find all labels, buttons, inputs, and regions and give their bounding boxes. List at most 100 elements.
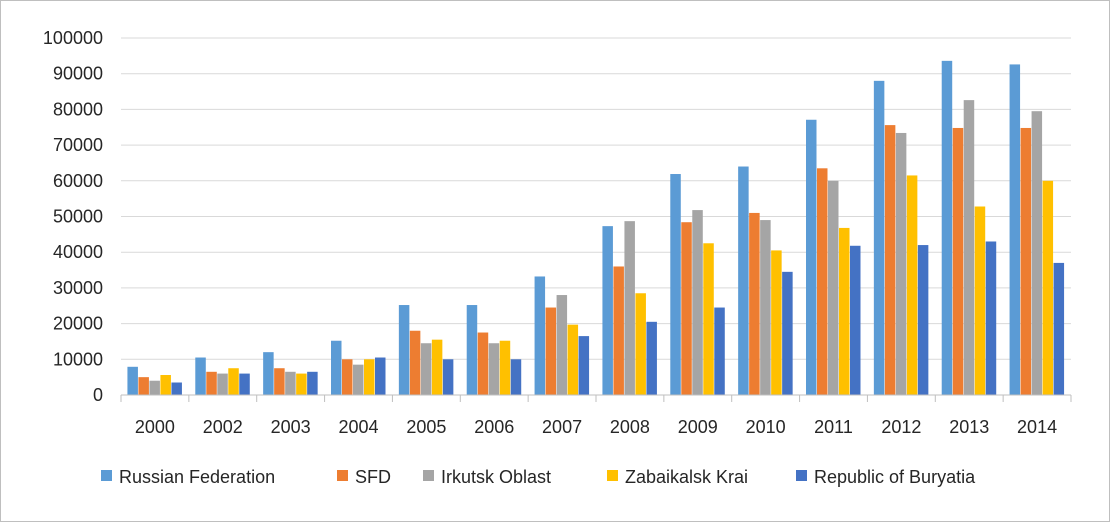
bar (510, 359, 522, 395)
bar (635, 293, 646, 395)
y-tick-label: 70000 (53, 135, 103, 155)
bar (285, 371, 296, 395)
x-tick-label: 2007 (542, 417, 582, 437)
bar (206, 371, 217, 395)
bar (624, 221, 635, 395)
x-tick-label: 2002 (203, 417, 243, 437)
x-tick-label: 2004 (338, 417, 378, 437)
x-tick-label: 2005 (406, 417, 446, 437)
bar (160, 375, 171, 395)
y-tick-label: 90000 (53, 64, 103, 84)
bar (171, 382, 182, 395)
y-tick-label: 100000 (43, 28, 103, 48)
bar (488, 343, 500, 395)
bar (138, 377, 149, 395)
x-tick-label: 2009 (678, 417, 718, 437)
y-tick-label: 40000 (53, 242, 103, 262)
bar (442, 359, 454, 395)
bar (149, 380, 160, 395)
x-tick-label: 2011 (814, 417, 853, 437)
bar (431, 339, 443, 395)
bar (420, 343, 432, 395)
legend-label: Irkutsk Oblast (441, 467, 551, 487)
x-tick-label: 2000 (135, 417, 175, 437)
bar (749, 212, 760, 395)
bar (263, 352, 274, 395)
y-tick-label: 80000 (53, 99, 103, 119)
bar (1042, 180, 1054, 395)
bar (817, 168, 828, 395)
legend-label: Russian Federation (119, 467, 275, 487)
legend-label: SFD (355, 467, 391, 487)
y-tick-label: 60000 (53, 171, 103, 191)
bar (760, 220, 771, 395)
bar (646, 321, 657, 395)
legend-label: Zabaikalsk Krai (625, 467, 748, 487)
y-axis-tick-labels: 0 10000 20000 30000 40000 50000 60000 70000 8000… (43, 28, 103, 405)
x-tick-label: 2008 (610, 417, 650, 437)
bars (127, 60, 1065, 396)
legend: Russian Federation SFD Irkutsk Oblast Zabai… (101, 467, 976, 487)
bar (239, 373, 250, 395)
bar (1031, 111, 1043, 395)
bar (578, 336, 590, 395)
bar (714, 307, 725, 395)
bar (602, 226, 613, 395)
bar (364, 359, 375, 395)
bar (828, 180, 839, 395)
bar (534, 276, 546, 395)
bar (613, 266, 624, 395)
y-tick-label: 30000 (53, 278, 103, 298)
x-tick-label: 2003 (271, 417, 311, 437)
bar (556, 295, 568, 395)
y-tick-label: 0 (93, 385, 103, 405)
bar (806, 119, 817, 396)
bar (353, 364, 364, 395)
gridlines (121, 37, 1071, 360)
bar (985, 241, 997, 395)
bar (567, 324, 579, 395)
bar (545, 307, 557, 395)
x-tick-label: 2014 (1017, 417, 1057, 437)
bar (1009, 64, 1021, 395)
x-tick-label: 2010 (746, 417, 786, 437)
bar (228, 368, 239, 395)
bar (1053, 262, 1065, 395)
bar (375, 357, 386, 395)
bar (499, 340, 511, 395)
bar (127, 366, 138, 395)
bar (974, 206, 986, 395)
bar (692, 210, 703, 395)
x-axis (120, 394, 1072, 402)
y-tick-label: 10000 (53, 349, 103, 369)
bar (906, 175, 918, 395)
y-tick-label: 50000 (53, 207, 103, 227)
bar (782, 271, 793, 395)
legend-swatch (796, 470, 807, 481)
bar (952, 127, 964, 396)
legend-swatch (101, 470, 112, 481)
x-tick-label: 2013 (949, 417, 989, 437)
bar (771, 250, 782, 395)
bar (409, 330, 421, 395)
bar (917, 245, 929, 395)
x-tick-label: 2006 (474, 417, 514, 437)
bar (839, 227, 850, 395)
x-axis-tick-labels: 2000 2002 2003 2004 2005 2006 2007 2008 2009 2010… (135, 417, 1057, 437)
bar (884, 125, 896, 395)
bar (738, 166, 749, 395)
bar (307, 371, 318, 395)
bar (274, 368, 285, 395)
y-tick-label: 20000 (53, 314, 103, 334)
legend-swatch (337, 470, 348, 481)
bar (1020, 127, 1032, 396)
bar (217, 373, 228, 395)
bar (398, 305, 410, 395)
bar (466, 305, 478, 395)
bar (873, 80, 885, 395)
bar (195, 357, 206, 395)
bar (670, 174, 681, 395)
bar (342, 359, 353, 395)
